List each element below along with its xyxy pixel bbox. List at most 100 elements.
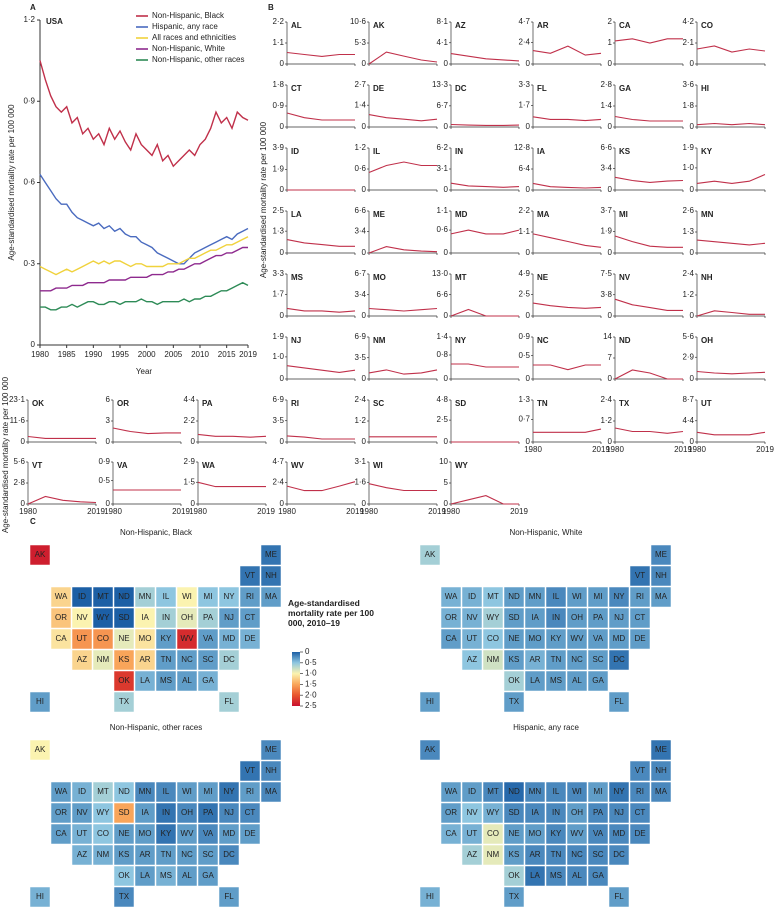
- state-tile: [545, 649, 567, 671]
- state-label: KS: [119, 850, 130, 859]
- state-label: NE: [508, 829, 519, 838]
- series-line: [197, 433, 267, 438]
- state-label: WA: [55, 787, 68, 796]
- y-tick-label: 1·8: [272, 80, 284, 89]
- series-line: [197, 481, 266, 488]
- x-tick-label: 1990: [84, 350, 102, 359]
- state-label: ID: [468, 787, 476, 796]
- state-label: SD: [508, 613, 519, 622]
- state-label: MT: [487, 787, 499, 796]
- state-label: NE: [118, 829, 129, 838]
- series-line: [614, 115, 683, 122]
- state-tile: [134, 823, 156, 845]
- y-tick-label: 1·1: [436, 206, 448, 215]
- state-label: KY: [551, 634, 562, 643]
- panel-title: ME: [373, 210, 386, 219]
- y-tick-label: 0: [362, 248, 367, 257]
- series-line: [532, 116, 602, 122]
- legend-label: Hispanic, any race: [152, 22, 218, 31]
- state-tile: [176, 802, 198, 824]
- state-label: CA: [55, 829, 67, 838]
- state-tile: [92, 649, 114, 671]
- series-line: [614, 427, 684, 434]
- panel-title: DC: [455, 84, 467, 93]
- state-tile: [440, 802, 462, 824]
- state-tile: [629, 781, 651, 803]
- state-label: MT: [487, 592, 499, 601]
- state-tile: [71, 649, 93, 671]
- state-tile: [155, 586, 177, 608]
- state-tile: [461, 823, 483, 845]
- state-tile: [29, 739, 51, 761]
- state-tile: [461, 607, 483, 629]
- state-label: WI: [182, 592, 192, 601]
- y-tick-label: 0: [526, 59, 531, 68]
- y-tick-label: 0: [444, 185, 449, 194]
- state-label: AK: [35, 550, 46, 559]
- x-tick-label: 1980: [524, 445, 542, 454]
- state-label: MA: [655, 592, 668, 601]
- panel-title: NH: [701, 273, 713, 282]
- state-tile: [503, 670, 525, 692]
- state-tile: [587, 670, 609, 692]
- y-tick-label: 6·2: [436, 143, 448, 152]
- state-label: AL: [572, 871, 582, 880]
- series-line: [696, 173, 766, 184]
- state-label: NV: [76, 808, 88, 817]
- state-label: SC: [592, 850, 603, 859]
- state-label: MO: [529, 634, 542, 643]
- state-tile: [650, 760, 672, 782]
- state-tile: [260, 739, 282, 761]
- y-tick-label: 0: [690, 437, 695, 446]
- series-line: [39, 236, 249, 276]
- state-label: NM: [487, 655, 500, 664]
- y-tick-label: 6: [106, 395, 111, 404]
- state-tile: [566, 823, 588, 845]
- y-tick-label: 23·1: [9, 395, 26, 404]
- state-tile: [503, 781, 525, 803]
- state-label: LA: [140, 871, 150, 880]
- state-tile: [92, 586, 114, 608]
- y-tick-label: 0: [31, 340, 36, 349]
- state-label: WA: [55, 592, 68, 601]
- state-label: ND: [118, 592, 130, 601]
- state-label: WI: [182, 787, 192, 796]
- state-tile: [113, 823, 135, 845]
- state-tile: [587, 586, 609, 608]
- state-tile: [155, 781, 177, 803]
- state-tile: [218, 691, 240, 713]
- y-tick-label: 2·2: [272, 17, 284, 26]
- panel-title: RI: [291, 399, 299, 408]
- state-tile: [113, 886, 135, 908]
- series-line: [696, 122, 766, 126]
- y-tick-label: 6·4: [518, 164, 530, 173]
- panel-title: MA: [537, 210, 550, 219]
- state-label: PA: [203, 613, 214, 622]
- series-line: [532, 233, 602, 248]
- state-label: MS: [550, 871, 562, 880]
- map-title: Non-Hispanic, Black: [120, 528, 193, 537]
- y-tick-label: 2·4: [354, 395, 366, 404]
- state-tile: [503, 607, 525, 629]
- state-tile: [545, 844, 567, 866]
- state-label: MI: [204, 592, 213, 601]
- state-label: UT: [467, 829, 478, 838]
- y-tick-label: 0·6: [354, 164, 366, 173]
- y-tick-label: 2·5: [436, 415, 448, 424]
- state-label: VT: [635, 571, 645, 580]
- y-tick-label: 0: [280, 499, 285, 508]
- state-tile: [155, 865, 177, 887]
- state-label: WI: [572, 787, 582, 796]
- series-line: [286, 481, 356, 492]
- series-line: [533, 364, 601, 371]
- y-tick-label: 0: [608, 437, 613, 446]
- y-tick-label: 2·8: [600, 80, 612, 89]
- x-tick-label: 1980: [360, 507, 378, 516]
- state-tile: [218, 886, 240, 908]
- state-label: NH: [655, 766, 667, 775]
- state-label: MN: [139, 592, 152, 601]
- y-tick-label: 0: [362, 122, 367, 131]
- y-tick-label: 0·9: [98, 457, 110, 466]
- y-tick-label: 3·3: [272, 269, 284, 278]
- state-tile: [419, 691, 441, 713]
